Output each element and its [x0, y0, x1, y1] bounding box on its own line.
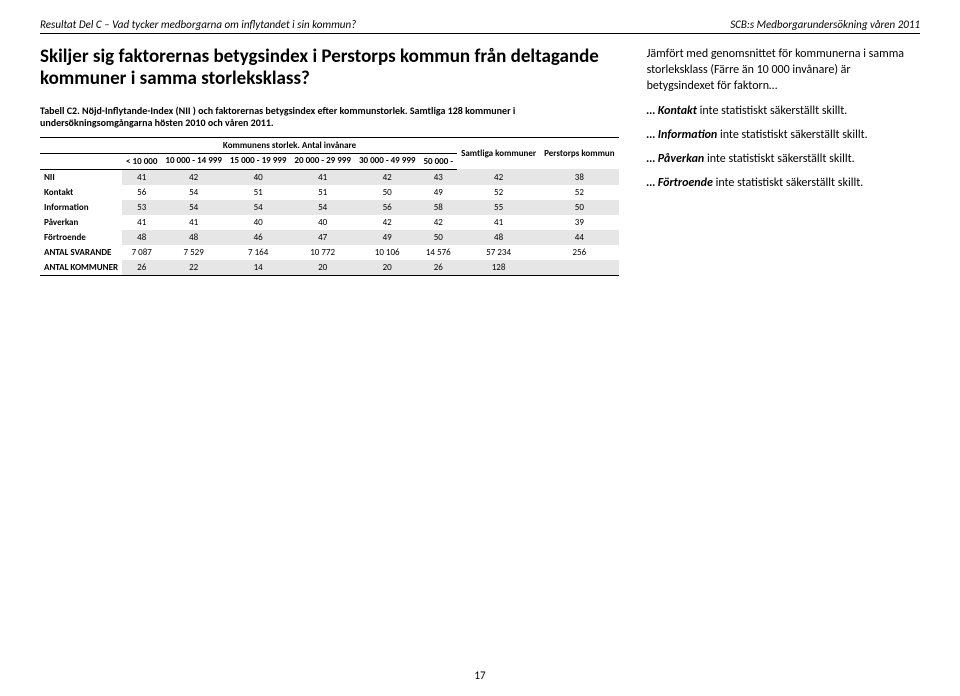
cell: 10 772 — [290, 245, 355, 260]
cell: 26 — [419, 260, 457, 276]
cell: 26 — [122, 260, 161, 276]
cell: 14 576 — [419, 245, 457, 260]
cell: 53 — [122, 200, 161, 215]
cell: 46 — [226, 230, 291, 245]
factor-line: … Information inte statistiskt säkerstäl… — [647, 127, 920, 143]
data-table: Kommunens storlek. Antal invånare Samtli… — [40, 137, 619, 276]
row-label: ANTAL KOMMUNER — [40, 260, 122, 276]
factor-lead: … Förtroende — [647, 176, 713, 190]
cell: 49 — [355, 230, 420, 245]
cell: 10 106 — [355, 245, 420, 260]
cell: 40 — [226, 215, 291, 230]
cell: 48 — [457, 230, 540, 245]
cell: 58 — [419, 200, 457, 215]
cell: 44 — [540, 230, 618, 245]
cell: 57 234 — [457, 245, 540, 260]
header-right: SCB:s Medborgarundersökning våren 2011 — [730, 18, 920, 31]
row-label: Förtroende — [40, 230, 122, 245]
table-caption: Tabell C2. Nöjd-Inflytande-Index (NII ) … — [40, 105, 619, 129]
cell: 50 — [355, 185, 420, 200]
cell: 48 — [122, 230, 161, 245]
cell: 22 — [161, 260, 226, 276]
table-row: Påverkan4141404042424139 — [40, 215, 619, 230]
question-title: Skiljer sig faktorernas betygsindex i Pe… — [40, 46, 619, 91]
cell: 52 — [540, 185, 618, 200]
cell: 42 — [419, 215, 457, 230]
cell: 54 — [161, 185, 226, 200]
cell: 56 — [355, 200, 420, 215]
cell: 7 164 — [226, 245, 291, 260]
factor-rest: inte statistiskt säkerställt skillt. — [697, 104, 847, 118]
factor-rest: inte statistiskt säkerställt skillt. — [717, 128, 867, 142]
col-5: 50 000 - — [419, 153, 457, 169]
cell: 256 — [540, 245, 618, 260]
cell: 51 — [290, 185, 355, 200]
cell: 42 — [161, 169, 226, 185]
table-row: Information5354545456585550 — [40, 200, 619, 215]
cell: 20 — [290, 260, 355, 276]
cell: 7 529 — [161, 245, 226, 260]
cell: 56 — [122, 185, 161, 200]
col-4: 30 000 - 49 999 — [355, 153, 420, 169]
table-row: ANTAL KOMMUNER262214202026128 — [40, 260, 619, 276]
cell: 14 — [226, 260, 291, 276]
cell: 54 — [161, 200, 226, 215]
cell: 42 — [457, 169, 540, 185]
table-row: ANTAL SVARANDE7 0877 5297 16410 77210 10… — [40, 245, 619, 260]
factor-rest: inte statistiskt säkerställt skillt. — [713, 176, 863, 190]
cell: 41 — [161, 215, 226, 230]
cell: 52 — [457, 185, 540, 200]
cell: 49 — [419, 185, 457, 200]
table-row: Förtroende4848464749504844 — [40, 230, 619, 245]
cell: 50 — [540, 200, 618, 215]
col-perstorps: Perstorps kommun — [540, 137, 618, 169]
page-number: 17 — [0, 669, 960, 682]
row-label: Kontakt — [40, 185, 122, 200]
factor-line: … Förtroende inte statistiskt säkerställ… — [647, 175, 920, 191]
cell: 50 — [419, 230, 457, 245]
cell: 40 — [290, 215, 355, 230]
table-row: NII4142404142434238 — [40, 169, 619, 185]
cell: 128 — [457, 260, 540, 276]
col-samtliga: Samtliga kommuner — [457, 137, 540, 169]
table-row: Kontakt5654515150495252 — [40, 185, 619, 200]
row-label: Påverkan — [40, 215, 122, 230]
col-1: 10 000 - 14 999 — [161, 153, 226, 169]
factor-lead: … Kontakt — [647, 104, 697, 118]
cell: 20 — [355, 260, 420, 276]
cell: 41 — [122, 215, 161, 230]
cell: 55 — [457, 200, 540, 215]
cell: 54 — [290, 200, 355, 215]
col-2: 15 000 - 19 999 — [226, 153, 291, 169]
cell: 41 — [457, 215, 540, 230]
intro-text: Jämfört med genomsnittet för kommunerna … — [647, 46, 920, 95]
cell: 51 — [226, 185, 291, 200]
cell: 47 — [290, 230, 355, 245]
factor-line: … Påverkan inte statistiskt säkerställt … — [647, 151, 920, 167]
col-3: 20 000 - 29 999 — [290, 153, 355, 169]
cell: 42 — [355, 215, 420, 230]
factor-lead: … Information — [647, 128, 718, 142]
cell: 41 — [122, 169, 161, 185]
cell: 7 087 — [122, 245, 161, 260]
page-header: Resultat Del C – Vad tycker medborgarna … — [40, 18, 920, 34]
row-label: ANTAL SVARANDE — [40, 245, 122, 260]
row-label: Information — [40, 200, 122, 215]
cell: 48 — [161, 230, 226, 245]
cell: 40 — [226, 169, 291, 185]
cell: 38 — [540, 169, 618, 185]
group-header: Kommunens storlek. Antal invånare — [122, 137, 457, 153]
cell: 42 — [355, 169, 420, 185]
factor-line: … Kontakt inte statistiskt säkerställt s… — [647, 103, 920, 119]
cell: 41 — [290, 169, 355, 185]
cell: 39 — [540, 215, 618, 230]
cell: 54 — [226, 200, 291, 215]
factor-lead: … Påverkan — [647, 152, 705, 166]
factor-rest: inte statistiskt säkerställt skillt. — [704, 152, 854, 166]
header-left: Resultat Del C – Vad tycker medborgarna … — [40, 18, 356, 31]
cell — [540, 260, 618, 276]
row-label: NII — [40, 169, 122, 185]
col-0: < 10 000 — [122, 153, 161, 169]
cell: 43 — [419, 169, 457, 185]
